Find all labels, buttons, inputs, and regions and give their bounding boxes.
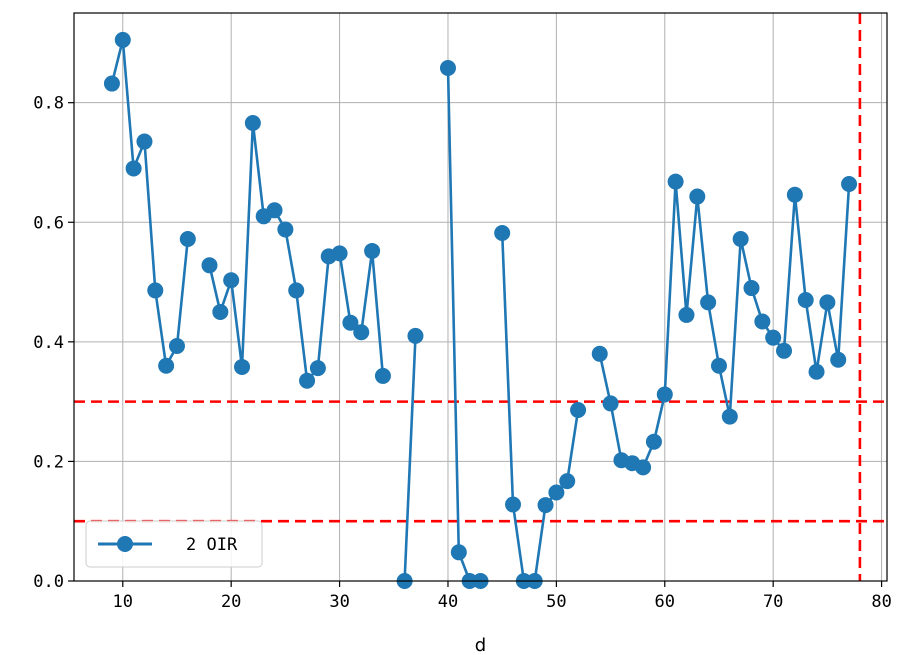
data-point xyxy=(559,473,576,490)
data-point xyxy=(548,484,565,501)
x-tick-label: 10 xyxy=(113,592,133,612)
legend: 2 OIR xyxy=(85,520,263,568)
data-point xyxy=(125,160,142,177)
data-point xyxy=(450,544,467,561)
data-point xyxy=(114,31,131,48)
data-point xyxy=(754,313,771,330)
data-point xyxy=(537,497,554,514)
data-point xyxy=(667,173,684,190)
data-point xyxy=(819,294,836,311)
x-axis-ticks: 10 20 30 40 50 60 70 80 xyxy=(113,581,892,612)
data-point xyxy=(353,324,370,341)
data-point xyxy=(776,342,793,359)
reference-lines xyxy=(74,13,887,581)
y-tick-label: 0.6 xyxy=(33,213,64,233)
x-tick-label: 20 xyxy=(221,592,241,612)
data-point xyxy=(808,363,825,380)
data-point xyxy=(288,282,305,299)
data-point xyxy=(656,386,673,403)
data-point xyxy=(374,367,391,384)
y-tick-label: 0.4 xyxy=(33,333,64,353)
data-point xyxy=(234,358,251,375)
legend-label: 2 OIR xyxy=(186,535,238,555)
series-layer xyxy=(103,31,858,589)
x-tick-label: 70 xyxy=(763,592,783,612)
x-tick-label: 60 xyxy=(655,592,675,612)
data-point xyxy=(830,351,847,368)
y-axis-ticks: 0.0 0.2 0.4 0.6 0.8 xyxy=(33,94,74,592)
x-tick-label: 80 xyxy=(871,592,891,612)
data-point xyxy=(277,221,294,238)
data-point xyxy=(786,186,803,203)
data-point xyxy=(136,133,153,150)
y-tick-label: 0.8 xyxy=(33,94,64,114)
data-point xyxy=(732,231,749,248)
data-point xyxy=(439,60,456,77)
data-point xyxy=(721,408,738,425)
data-point xyxy=(570,402,587,419)
x-tick-label: 50 xyxy=(546,592,566,612)
data-point xyxy=(244,115,261,132)
data-point xyxy=(342,314,359,331)
data-point xyxy=(407,327,424,344)
data-point xyxy=(678,306,695,323)
y-tick-label: 0.0 xyxy=(33,572,64,592)
data-point xyxy=(743,280,760,297)
data-point xyxy=(147,282,164,299)
data-point xyxy=(710,357,727,374)
y-tick-label: 0.2 xyxy=(33,452,64,472)
data-point xyxy=(635,459,652,476)
data-point xyxy=(602,395,619,412)
data-point xyxy=(299,372,316,389)
data-point xyxy=(168,338,185,355)
data-point xyxy=(645,433,662,450)
data-point xyxy=(309,360,326,377)
legend-marker xyxy=(117,536,133,552)
data-point xyxy=(179,231,196,248)
data-point xyxy=(364,242,381,259)
plot-frame xyxy=(73,12,888,582)
x-axis-label: d xyxy=(475,635,486,655)
data-point xyxy=(765,329,782,346)
data-point xyxy=(591,345,608,362)
data-point xyxy=(266,202,283,219)
data-point xyxy=(494,225,511,242)
data-point xyxy=(103,75,120,92)
data-point xyxy=(841,175,858,192)
data-point xyxy=(331,245,348,262)
x-tick-label: 40 xyxy=(438,592,458,612)
data-point xyxy=(700,294,717,311)
data-point xyxy=(201,257,218,274)
data-point xyxy=(212,303,229,320)
data-point xyxy=(505,496,522,513)
data-point xyxy=(689,188,706,205)
data-point xyxy=(223,272,240,289)
data-point xyxy=(797,291,814,308)
data-point xyxy=(158,357,175,374)
legend-box xyxy=(85,520,263,568)
x-tick-label: 30 xyxy=(329,592,349,612)
